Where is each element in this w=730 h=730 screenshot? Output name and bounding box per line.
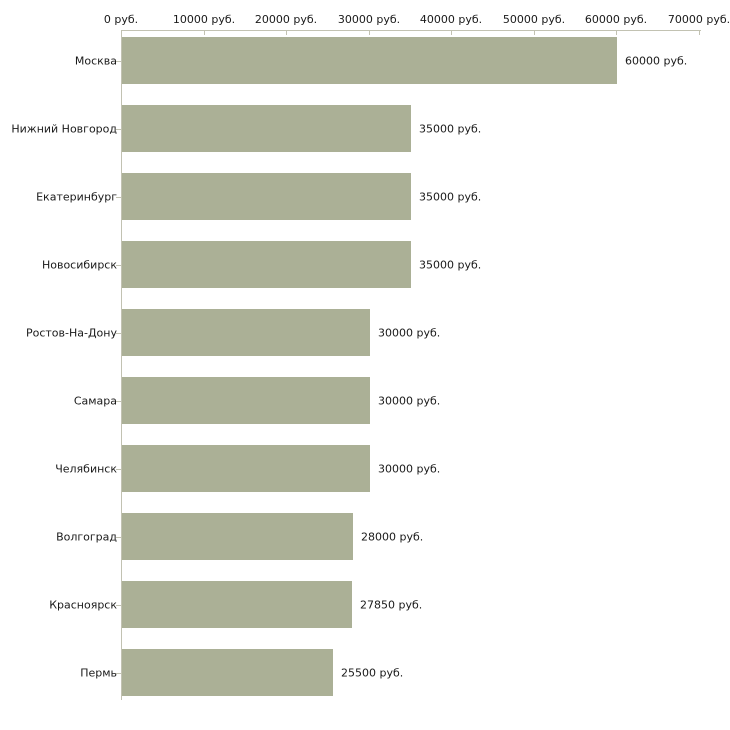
category-label: Красноярск	[49, 598, 117, 611]
category-tick	[116, 401, 121, 402]
x-tick	[369, 30, 370, 35]
x-tick-label: 40000 руб.	[419, 13, 483, 26]
bar	[122, 513, 353, 560]
category-tick	[116, 673, 121, 674]
x-tick	[699, 30, 700, 35]
bar	[122, 581, 352, 628]
category-label: Челябинск	[55, 462, 117, 475]
bar-value-label: 27850 руб.	[360, 598, 423, 611]
bar-value-label: 30000 руб.	[378, 326, 441, 339]
x-tick-label: 50000 руб.	[502, 13, 566, 26]
category-label: Волгоград	[56, 530, 117, 543]
x-tick-label: 0 руб.	[103, 13, 139, 26]
x-tick-label: 10000 руб.	[172, 13, 236, 26]
x-tick	[286, 30, 287, 35]
x-tick-label: 60000 руб.	[584, 13, 648, 26]
y-axis-line	[121, 30, 122, 700]
x-tick	[534, 30, 535, 35]
x-tick	[451, 30, 452, 35]
x-tick	[616, 30, 617, 35]
bar-value-label: 60000 руб.	[625, 54, 688, 67]
category-label: Новосибирск	[41, 258, 117, 271]
category-tick	[116, 265, 121, 266]
category-tick	[116, 605, 121, 606]
bar	[122, 445, 370, 492]
x-tick	[204, 30, 205, 35]
category-tick	[116, 197, 121, 198]
category-tick	[116, 537, 121, 538]
x-tick-label: 20000 руб.	[254, 13, 318, 26]
x-tick-label: 30000 руб.	[337, 13, 401, 26]
category-label: Ростов-На-Дону	[25, 326, 117, 339]
x-axis-line	[121, 30, 701, 31]
bar	[122, 173, 411, 220]
category-label: Нижний Новгород	[11, 122, 117, 135]
bar-value-label: 35000 руб.	[419, 258, 482, 271]
category-label: Пермь	[80, 666, 117, 679]
bar-value-label: 35000 руб.	[419, 122, 482, 135]
bar	[122, 105, 411, 152]
bar	[122, 37, 617, 84]
bar-value-label: 30000 руб.	[378, 394, 441, 407]
bar	[122, 649, 333, 696]
bar-value-label: 30000 руб.	[378, 462, 441, 475]
category-tick	[116, 61, 121, 62]
category-label: Москва	[74, 54, 117, 67]
category-tick	[116, 129, 121, 130]
category-tick	[116, 333, 121, 334]
bar	[122, 241, 411, 288]
x-tick-label: 70000 руб.	[667, 13, 730, 26]
bar-value-label: 35000 руб.	[419, 190, 482, 203]
bar-value-label: 25500 руб.	[341, 666, 404, 679]
bar	[122, 309, 370, 356]
category-label: Екатеринбург	[36, 190, 117, 203]
bar-value-label: 28000 руб.	[361, 530, 424, 543]
category-tick	[116, 469, 121, 470]
category-label: Самара	[73, 394, 117, 407]
x-tick	[121, 30, 122, 35]
bar	[122, 377, 370, 424]
